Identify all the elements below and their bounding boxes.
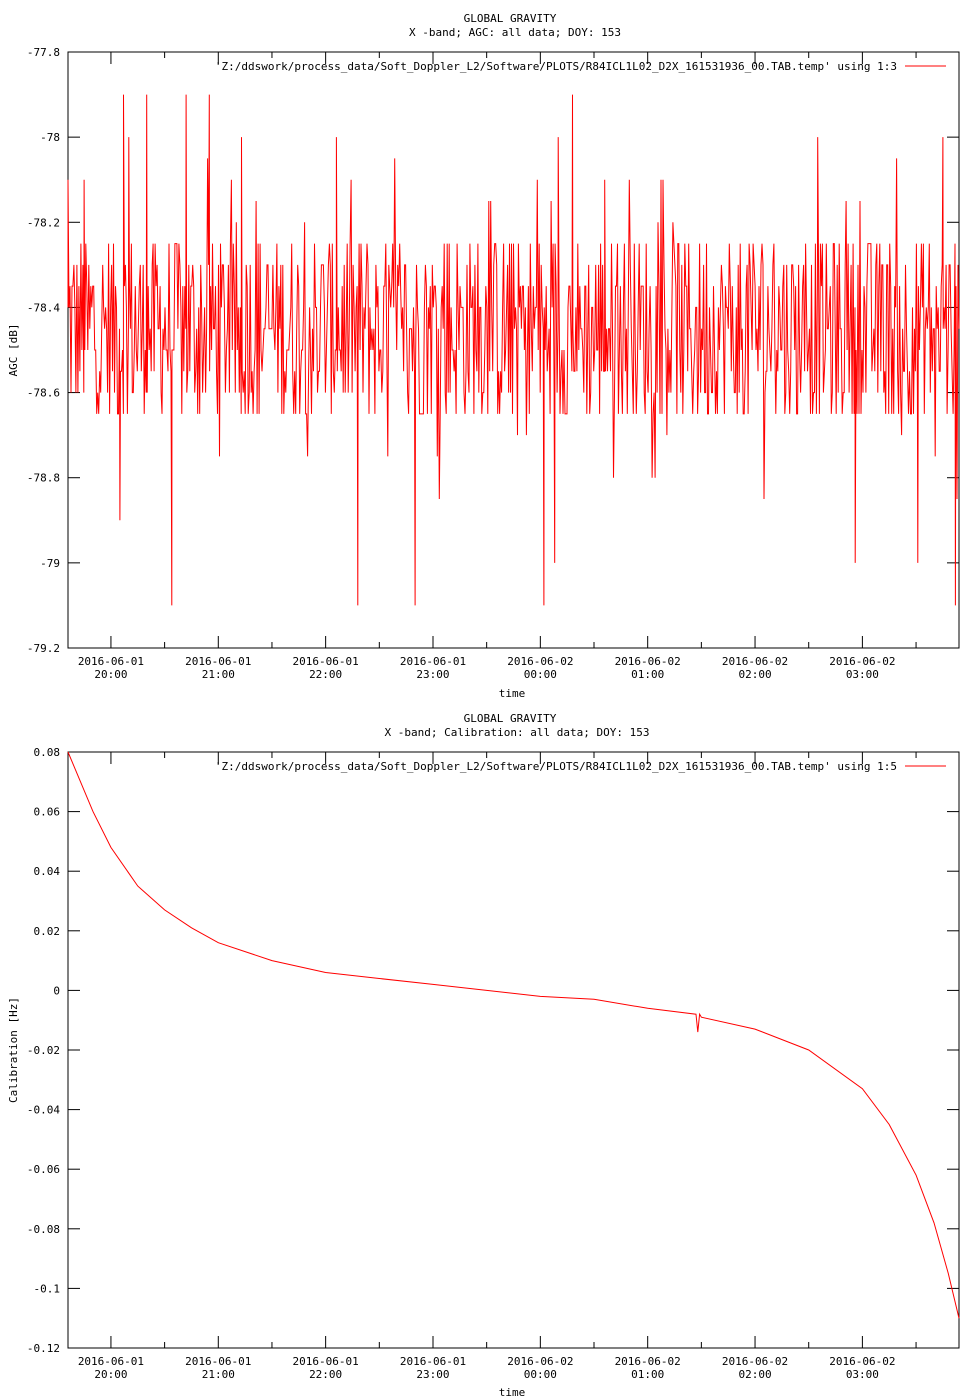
y-tick-label: 0.08 (34, 746, 61, 759)
x-axis-label: time (499, 1386, 526, 1399)
x-tick-date-label: 2016-06-02 (722, 1355, 788, 1368)
chart-subtitle: X -band; Calibration: all data; DOY: 153 (385, 726, 650, 739)
y-tick-label: -78.6 (27, 387, 60, 400)
y-tick-label: -0.02 (27, 1044, 60, 1057)
x-tick-time-label: 03:00 (846, 1368, 879, 1381)
x-tick-date-label: 2016-06-01 (293, 655, 359, 668)
agc-series-line (67, 94, 960, 606)
x-tick-time-label: 21:00 (202, 668, 235, 681)
x-tick-time-label: 00:00 (524, 1368, 557, 1381)
x-tick-time-label: 23:00 (416, 1368, 449, 1381)
y-tick-label: 0.06 (34, 806, 61, 819)
x-axis: 2016-06-0120:002016-06-0121:002016-06-01… (78, 752, 917, 1381)
x-tick-time-label: 20:00 (94, 1368, 127, 1381)
x-tick-time-label: 01:00 (631, 1368, 664, 1381)
y-tick-label: -0.1 (34, 1282, 61, 1295)
x-tick-time-label: 22:00 (309, 668, 342, 681)
y-axis-label: Calibration [Hz] (7, 997, 20, 1103)
x-tick-time-label: 22:00 (309, 1368, 342, 1381)
calibration-chart: GLOBAL GRAVITY X -band; Calibration: all… (7, 712, 960, 1399)
y-tick-label: -78.8 (27, 472, 60, 485)
x-tick-date-label: 2016-06-02 (507, 1355, 573, 1368)
x-tick-time-label: 03:00 (846, 668, 879, 681)
x-tick-date-label: 2016-06-01 (293, 1355, 359, 1368)
y-tick-label: -78.4 (27, 301, 60, 314)
x-tick-time-label: 02:00 (738, 668, 771, 681)
x-tick-date-label: 2016-06-02 (829, 655, 895, 668)
x-tick-time-label: 00:00 (524, 668, 557, 681)
x-axis: 2016-06-0120:002016-06-0121:002016-06-01… (78, 52, 917, 681)
x-tick-date-label: 2016-06-01 (78, 655, 144, 668)
x-tick-date-label: 2016-06-01 (185, 655, 251, 668)
x-tick-date-label: 2016-06-01 (400, 1355, 466, 1368)
x-tick-time-label: 02:00 (738, 1368, 771, 1381)
x-tick-date-label: 2016-06-02 (829, 1355, 895, 1368)
y-tick-label: 0.02 (34, 925, 61, 938)
x-tick-date-label: 2016-06-02 (722, 655, 788, 668)
calibration-series-line (67, 751, 960, 1319)
x-axis-label: time (499, 687, 526, 700)
y-tick-label: -79.2 (27, 642, 60, 655)
x-tick-time-label: 01:00 (631, 668, 664, 681)
x-tick-date-label: 2016-06-01 (185, 1355, 251, 1368)
y-axis: 0.08 0.06 0.04 0.02 0 -0.02 -0.04 -0.06 -0.08 -0.… (27, 746, 959, 1355)
x-tick-date-label: 2016-06-01 (400, 655, 466, 668)
x-tick-time-label: 23:00 (416, 668, 449, 681)
plot-frame (67, 51, 960, 649)
chart-subtitle: X -band; AGC: all data; DOY: 153 (409, 26, 621, 39)
x-tick-date-label: 2016-06-02 (507, 655, 573, 668)
y-tick-label: -0.12 (27, 1342, 60, 1355)
y-tick-label: -0.04 (27, 1104, 60, 1117)
y-tick-label: -79 (40, 557, 60, 570)
y-tick-label: -77.8 (27, 46, 60, 59)
x-tick-date-label: 2016-06-02 (615, 1355, 681, 1368)
y-tick-label: 0.04 (34, 865, 61, 878)
x-tick-time-label: 21:00 (202, 1368, 235, 1381)
chart-title: GLOBAL GRAVITY (464, 712, 557, 725)
x-tick-date-label: 2016-06-02 (615, 655, 681, 668)
chart-title: GLOBAL GRAVITY (464, 12, 557, 25)
legend-label: 'Z:/ddswork/process_data/Soft_Doppler_L2… (215, 760, 897, 773)
y-tick-label: -0.06 (27, 1163, 60, 1176)
legend-label: 'Z:/ddswork/process_data/Soft_Doppler_L2… (215, 60, 897, 73)
x-tick-date-label: 2016-06-01 (78, 1355, 144, 1368)
plot-frame (67, 751, 960, 1349)
y-axis-label: AGC [dB] (7, 324, 20, 377)
y-tick-label: -78 (40, 131, 60, 144)
x-tick-time-label: 20:00 (94, 668, 127, 681)
agc-chart: GLOBAL GRAVITY X -band; AGC: all data; D… (7, 12, 960, 700)
y-tick-label: 0 (53, 984, 60, 997)
y-tick-label: -78.2 (27, 216, 60, 229)
y-tick-label: -0.08 (27, 1223, 60, 1236)
